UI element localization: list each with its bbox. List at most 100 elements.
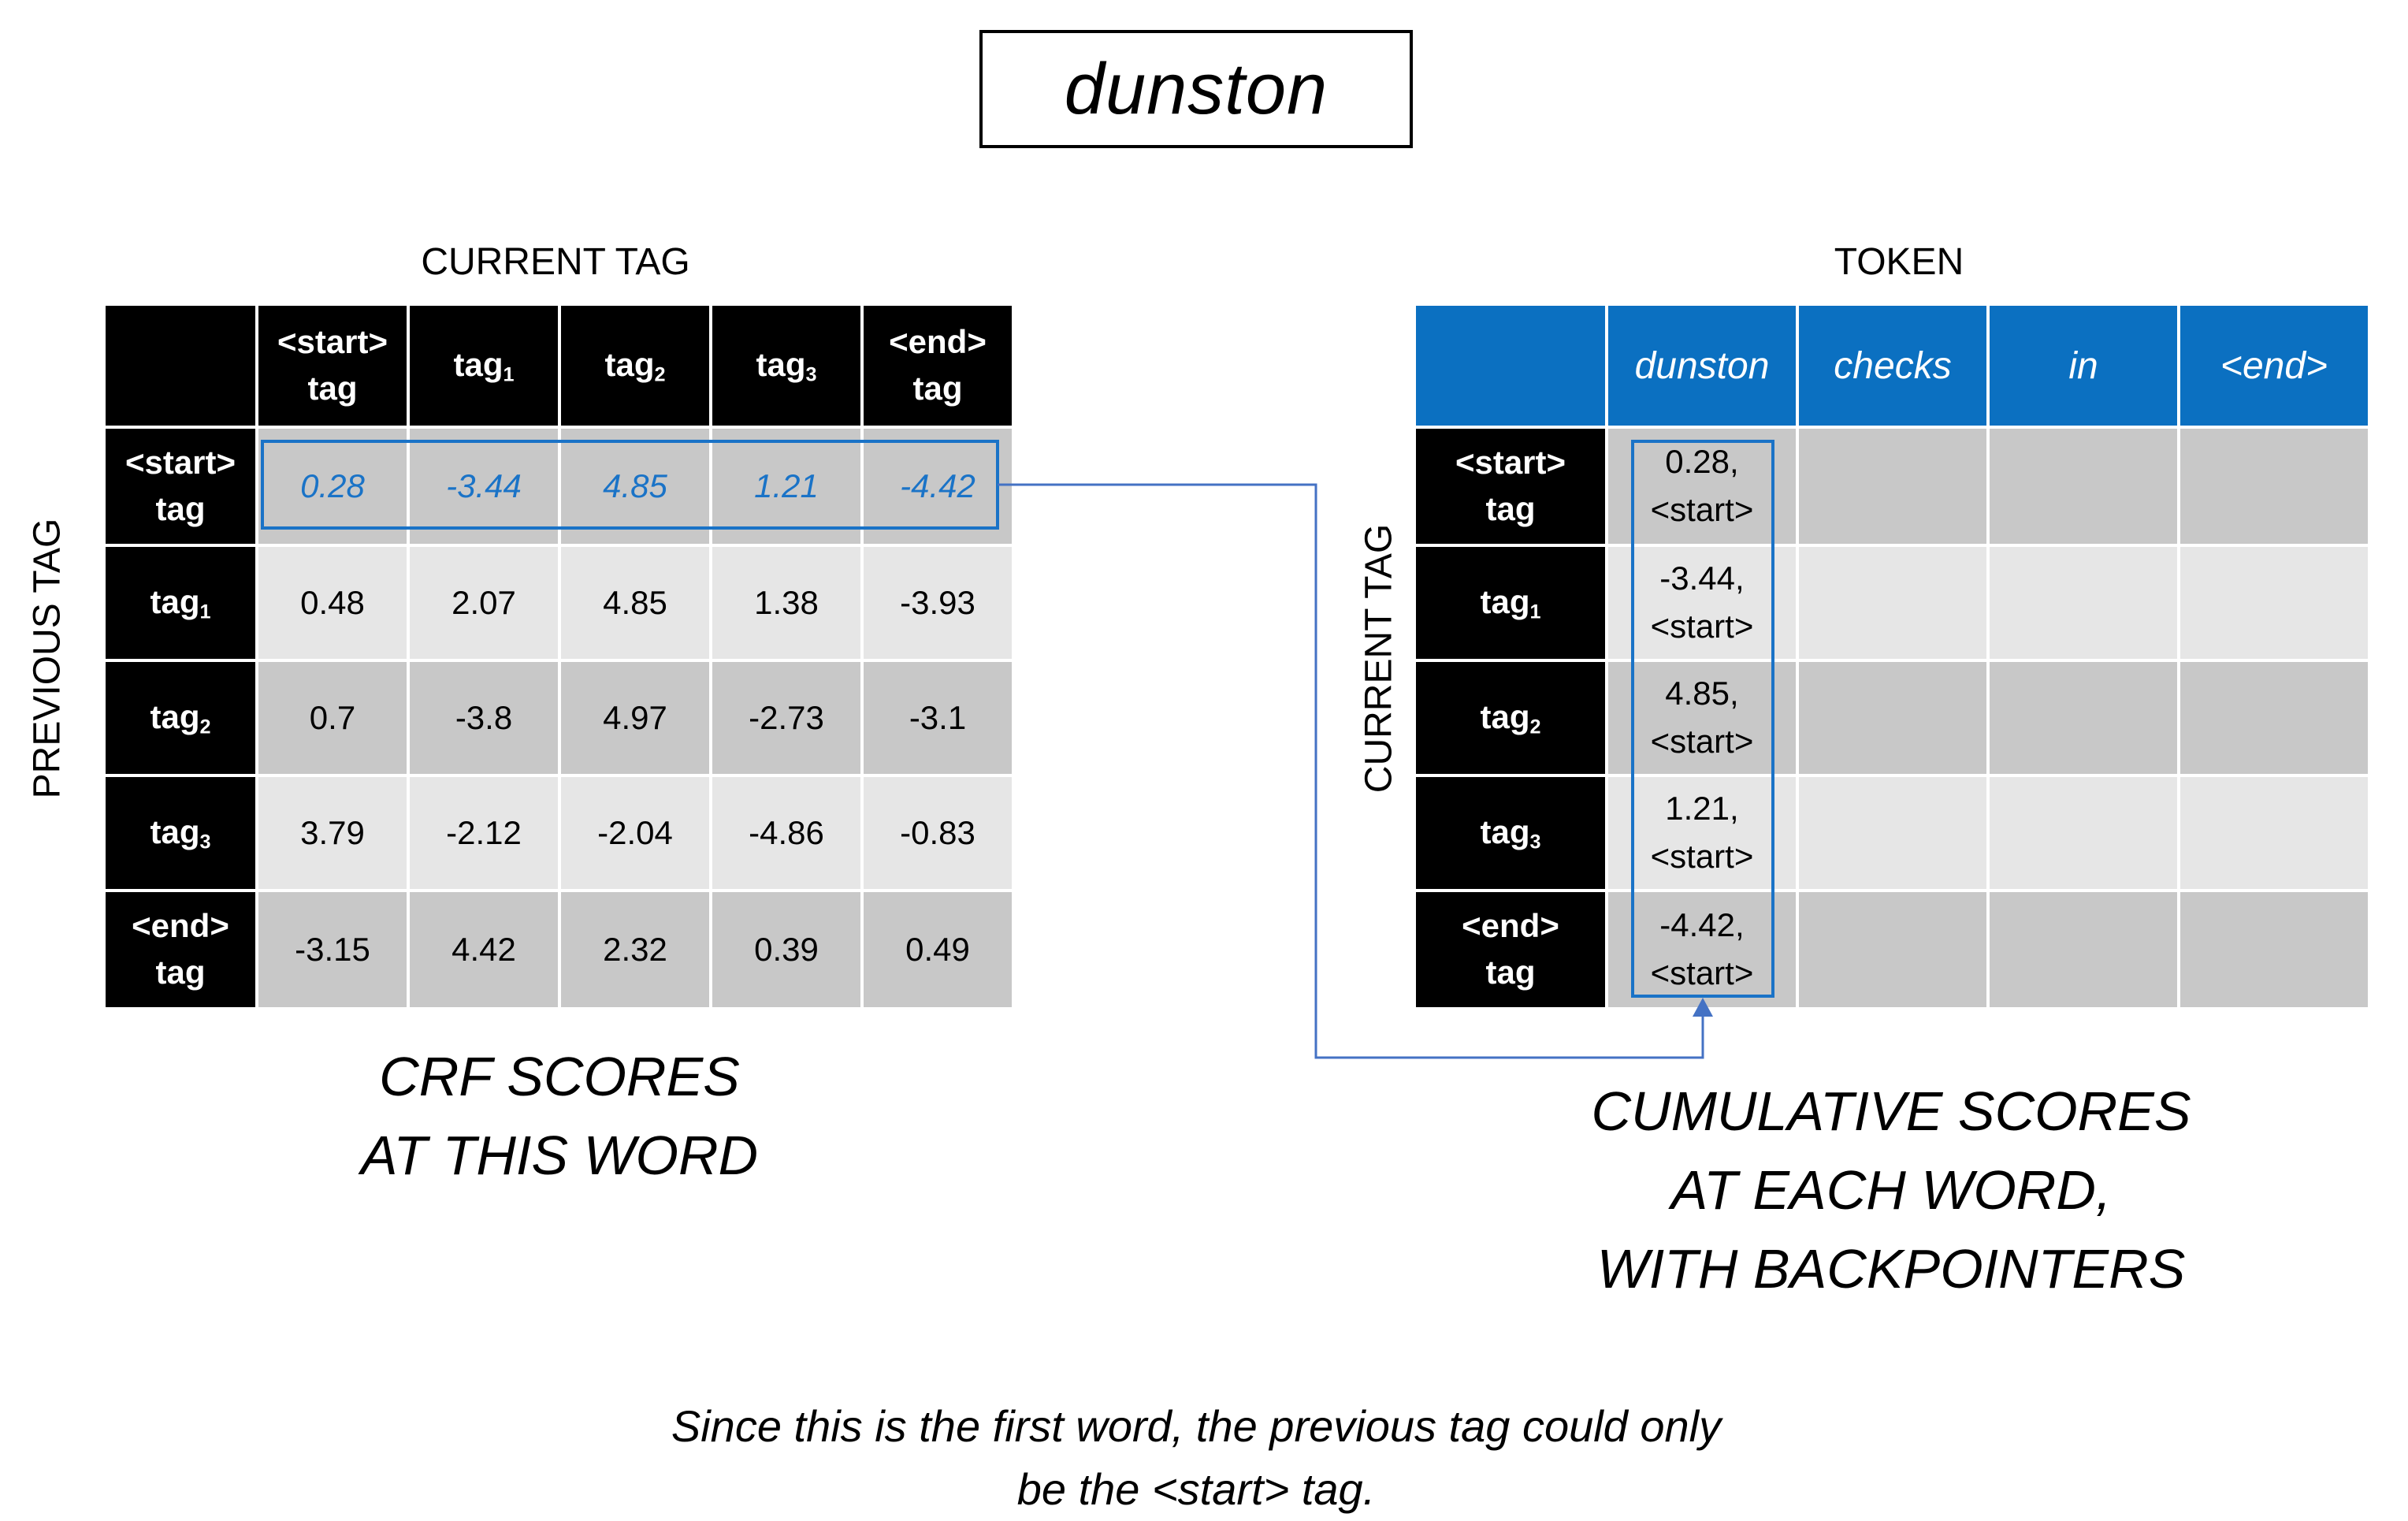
table-row: <end> tag -4.42, <start> [1416,892,2368,1007]
word-title: dunston [1064,48,1328,129]
empty-cell [2180,662,2368,777]
score-cell: -2.73 [712,662,864,777]
table-row: tag2 4.85, <start> [1416,662,2368,777]
empty-cell [2180,777,2368,892]
row-header: tag1 [1416,547,1608,662]
cumulative-score: -4.42, [1659,906,1745,944]
row-header-line-2: tag [155,490,206,527]
table-row: tag3 1.21, <start> [1416,777,2368,892]
left-caption-line-1: CRF SCORES [379,1046,740,1107]
table-row: tag1 0.48 2.07 4.85 1.38 -3.93 [106,547,1012,662]
token-header-row: dunston checks in <end> [1416,306,2368,429]
right-caption-line-2: AT EACH WORD, [1670,1159,2112,1221]
backpointer: <start> [1650,954,1754,991]
row-header: tag2 [106,662,258,777]
token-header: in [1990,306,2180,429]
table-row: <end> tag -3.15 4.42 2.32 0.39 0.49 [106,892,1012,1007]
backpointer: <start> [1650,608,1754,645]
score-cell: 0.7 [258,662,410,777]
row-header-text: tag [1480,583,1530,621]
highlighted-start-row [261,440,999,530]
score-cell: 4.42 [410,892,561,1007]
table-row: tag3 3.79 -2.12 -2.04 -4.86 -0.83 [106,777,1012,892]
column-header-line-2: tag [307,370,358,407]
table-row: tag1 -3.44, <start> [1416,547,2368,662]
backpointer: <start> [1650,491,1754,528]
score-cell: -2.04 [561,777,712,892]
column-header-subscript: 2 [654,363,666,386]
token-header: <end> [2180,306,2368,429]
row-header: <end> tag [106,892,258,1007]
token-header: checks [1799,306,1990,429]
corner-cell [106,306,258,429]
column-header-line-1: <end> [889,323,987,361]
empty-cell [2180,547,2368,662]
score-cell: -0.83 [864,777,1012,892]
word-title-box: dunston [979,30,1413,148]
row-header: tag3 [1416,777,1608,892]
cumulative-score-cell: 0.28, <start> [1608,429,1799,547]
row-header-text: tag [1480,698,1530,736]
right-top-label: TOKEN [1834,241,1964,283]
cumulative-score-cell: -3.44, <start> [1608,547,1799,662]
empty-cell [1990,547,2180,662]
score-cell: 4.85 [561,547,712,662]
table-row: tag2 0.7 -3.8 4.97 -2.73 -3.1 [106,662,1012,777]
row-header-text: tag [1480,813,1530,851]
empty-cell [1799,429,1990,547]
score-cell: 1.38 [712,547,864,662]
row-header-subscript: 3 [199,831,211,853]
left-caption-line-2: AT THIS WORD [360,1125,759,1186]
note-line-1: Since this is the first word, the previo… [671,1401,1722,1451]
empty-cell [1799,547,1990,662]
column-header-subscript: 3 [805,363,817,386]
row-header-subscript: 1 [199,601,211,623]
row-header-text: tag [150,813,200,851]
empty-cell [1990,429,2180,547]
highlighted-dunston-column [1631,440,1774,998]
empty-cell [1990,662,2180,777]
row-header: tag1 [106,547,258,662]
score-cell: 0.49 [864,892,1012,1007]
score-cell: 3.79 [258,777,410,892]
row-header: <end> tag [1416,892,1608,1007]
score-cell: -3.93 [864,547,1012,662]
empty-cell [2180,429,2368,547]
score-cell: 2.07 [410,547,561,662]
row-header-line-1: <start> [1455,444,1566,482]
connector-arrow-line [998,483,1704,1059]
right-caption-line-1: CUMULATIVE SCORES [1591,1080,2191,1142]
column-header: <end> tag [864,306,1012,429]
empty-cell [1799,892,1990,1007]
row-header-line-1: <start> [124,444,236,482]
score-cell: -4.86 [712,777,864,892]
column-header-line-2: tag [912,370,963,407]
column-header-text: tag [604,346,655,384]
score-cell: 4.97 [561,662,712,777]
cumulative-score-cell: 4.85, <start> [1608,662,1799,777]
cumulative-score: 4.85, [1665,675,1739,712]
empty-cell [1799,777,1990,892]
column-header-text: tag [453,346,504,384]
row-header: tag3 [106,777,258,892]
row-header: <start> tag [106,429,258,547]
column-header-line-1: <start> [277,323,388,361]
row-header-line-2: tag [1485,954,1536,991]
row-header-subscript: 1 [1529,601,1541,623]
token-header: dunston [1608,306,1799,429]
empty-cell [2180,892,2368,1007]
left-top-label: CURRENT TAG [421,241,690,283]
row-header-line-2: tag [155,954,206,991]
cumulative-score: 1.21, [1665,790,1739,827]
right-caption-line-3: WITH BACKPOINTERS [1596,1238,2186,1300]
column-header-text: tag [756,346,806,384]
cumulative-score-cell: 1.21, <start> [1608,777,1799,892]
empty-cell [1990,892,2180,1007]
row-header-subscript: 2 [1529,716,1541,738]
row-header: tag2 [1416,662,1608,777]
table-row: <start> tag 0.28, <start> [1416,429,2368,547]
column-header-subscript: 1 [503,363,515,386]
score-cell: -2.12 [410,777,561,892]
row-header: <start> tag [1416,429,1608,547]
